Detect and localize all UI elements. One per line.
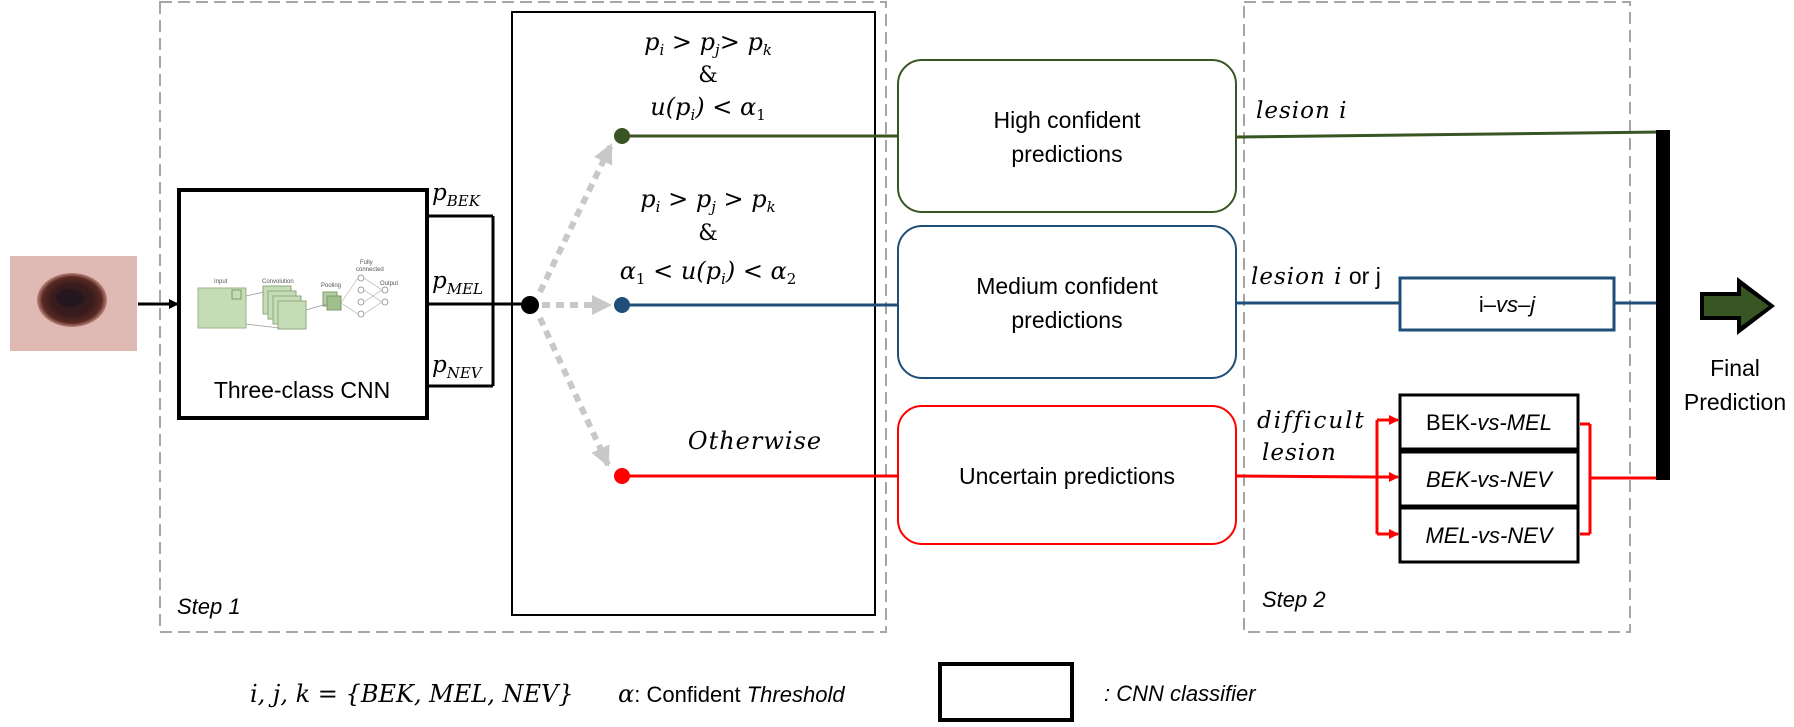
difficult-lesion-line1: difficult: [1257, 408, 1366, 434]
merge-node: [521, 296, 539, 314]
svg-text:Output: Output: [380, 281, 398, 287]
mel-vs-nev-classifier: [1398, 506, 1580, 564]
high-confident-box: [897, 59, 1237, 213]
final-line1: Final: [1710, 355, 1760, 381]
svg-text:Fully: Fully: [360, 260, 373, 266]
condition-high-line3: u(pi) < α1: [650, 93, 765, 124]
lesion-i-label: lesion i: [1256, 98, 1347, 124]
uncertain-box: [897, 405, 1237, 545]
legend-alpha: α: Confident Threshold: [618, 680, 845, 708]
cnn-title: Three-class CNN: [214, 377, 390, 403]
legend-set: i, j, k = {BEK, MEL, NEV}: [250, 680, 574, 708]
condition-medium-line1: pi > pj > pk: [640, 185, 775, 216]
prob-nev: pNEV: [432, 352, 484, 382]
dotted-arrow-high: [537, 143, 614, 294]
medium-confident-box: [897, 225, 1237, 379]
condition-medium-amp: &: [698, 221, 718, 246]
lesion-i-or-j-label: lesion i or j: [1251, 263, 1381, 290]
difficult-lesion-line2: lesion: [1262, 440, 1337, 466]
i-vs-j-classifier: [1398, 276, 1616, 332]
decision-box: [511, 11, 876, 616]
svg-text:connected: connected: [356, 267, 384, 273]
final-line2: Prediction: [1684, 389, 1786, 415]
i-vs-j-label: i–vs–j: [1479, 292, 1536, 317]
svg-text:Convolution: Convolution: [262, 279, 294, 285]
legend-cnn-box: [938, 662, 1074, 722]
high-confident-line1: High confident: [993, 107, 1141, 133]
condition-otherwise: Otherwise: [688, 427, 822, 455]
svg-text:Input: Input: [214, 279, 228, 285]
final-aggregation-bar: [1656, 130, 1670, 480]
bek-vs-mel-classifier: [1398, 393, 1580, 451]
cnn-mini-illustration: Input Convolution Pooling Fully connecte…: [197, 260, 398, 330]
step2-label: Step 2: [1262, 587, 1326, 612]
medium-confident-line2: predictions: [1011, 307, 1122, 333]
step2-region: [1243, 1, 1631, 633]
uncertain-line1: Uncertain predictions: [959, 463, 1175, 489]
step1-region: [159, 1, 887, 633]
legend-cnn-label: : CNN classifier: [1104, 681, 1257, 706]
condition-high-amp: &: [698, 63, 718, 88]
condition-high-line1: pi > pj> pk: [644, 28, 772, 59]
bek-vs-nev-classifier: [1398, 450, 1580, 508]
dotted-arrow-uncertain: [537, 316, 611, 467]
high-confident-line2: predictions: [1011, 141, 1122, 167]
medium-confident-line1: Medium confident: [976, 273, 1158, 299]
prob-mel: pMEL: [432, 268, 483, 298]
input-lesion-image: [10, 256, 137, 351]
bek-vs-nev-label: BEK-vs-NEV: [1426, 467, 1554, 492]
prob-bek: pBEK: [432, 180, 481, 210]
condition-medium-line3: α1 < u(pi) < α2: [620, 257, 797, 288]
mel-vs-nev-label: MEL-vs-NEV: [1425, 523, 1554, 548]
svg-text:Pooling: Pooling: [321, 283, 341, 289]
step1-label: Step 1: [177, 594, 241, 619]
bek-vs-mel-label: BEK-vs-MEL: [1426, 410, 1552, 435]
